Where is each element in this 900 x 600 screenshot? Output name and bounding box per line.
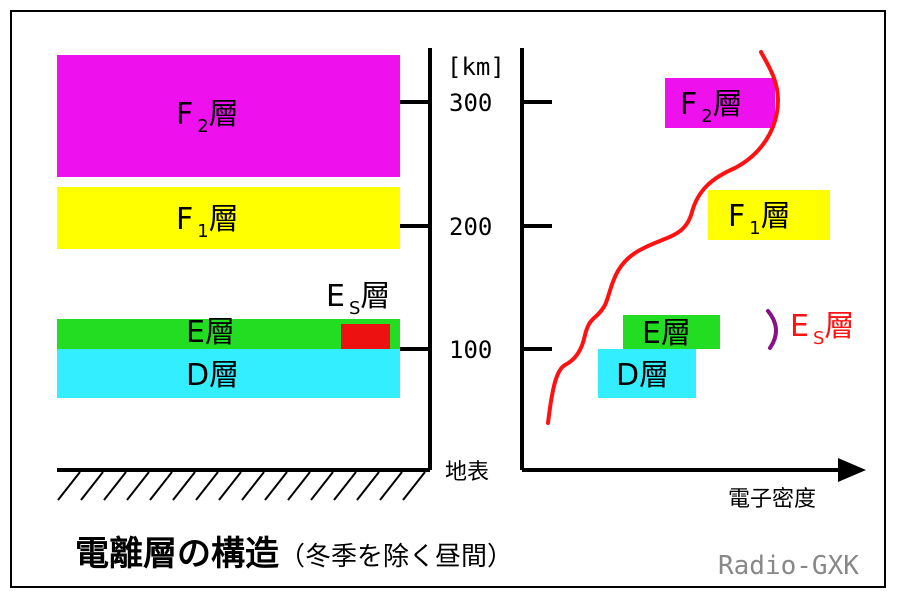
tick-label-100: 100: [449, 336, 492, 364]
f2-layer-band: [57, 55, 400, 177]
density-axis-label: 電子密度: [728, 487, 816, 512]
hatch-line: [103, 471, 127, 501]
hatch-line: [126, 471, 150, 501]
credit-text: Radio-GXK: [718, 551, 859, 581]
electron-density-curve: [546, 50, 781, 425]
title-main: 電離層の構造: [75, 534, 279, 574]
hatch-line: [80, 471, 104, 501]
hatch-line: [333, 471, 357, 501]
es-layer-label-right: E S層: [790, 309, 854, 349]
d-layer-label: D層: [186, 358, 239, 393]
altitude-unit: [km]: [447, 53, 505, 81]
es-layer-label-left: E S層: [326, 279, 390, 319]
hatch-line: [195, 471, 219, 501]
f2-layer-label: F 2層: [176, 97, 239, 137]
hatch-line: [57, 471, 81, 501]
density-axis-arrowhead: [838, 458, 866, 482]
d-layer-box: [598, 349, 696, 398]
f1-layer-label: F 1層: [176, 202, 239, 242]
f1-layer-box: [708, 190, 830, 240]
e-layer-label: E層: [186, 315, 235, 350]
hatch-line: [149, 471, 173, 501]
hatch-line: [218, 471, 242, 501]
hatch-line: [379, 471, 403, 501]
es-layer-patch: [341, 324, 390, 349]
ground-label: 地表: [445, 460, 489, 485]
hatch-line: [264, 471, 288, 501]
hatch-line: [310, 471, 334, 501]
ground-hatching: [57, 471, 426, 501]
diagram-frame: [10, 10, 886, 588]
d-layer-band: [57, 349, 400, 398]
e-box-label: E層: [642, 316, 691, 351]
f1-layer-band: [57, 187, 400, 249]
title-subtitle: （冬季を除く昼間）: [279, 542, 514, 572]
diagram-title: 電離層の構造（冬季を除く昼間）: [75, 526, 513, 575]
tick-label-300: 300: [449, 89, 492, 117]
hatch-line: [402, 471, 426, 501]
f2-layer-box: [665, 78, 775, 128]
hatch-line: [287, 471, 311, 501]
d-box-label: D層: [616, 358, 669, 393]
e-layer-box: [623, 315, 720, 349]
hatch-line: [172, 471, 196, 501]
hatch-line: [241, 471, 265, 501]
hatch-line: [356, 471, 380, 501]
f1-box-label: F 1層: [728, 199, 791, 239]
f2-box-label: F 2層: [680, 87, 743, 127]
tick-label-200: 200: [449, 213, 492, 241]
es-layer-arc: [766, 309, 778, 350]
